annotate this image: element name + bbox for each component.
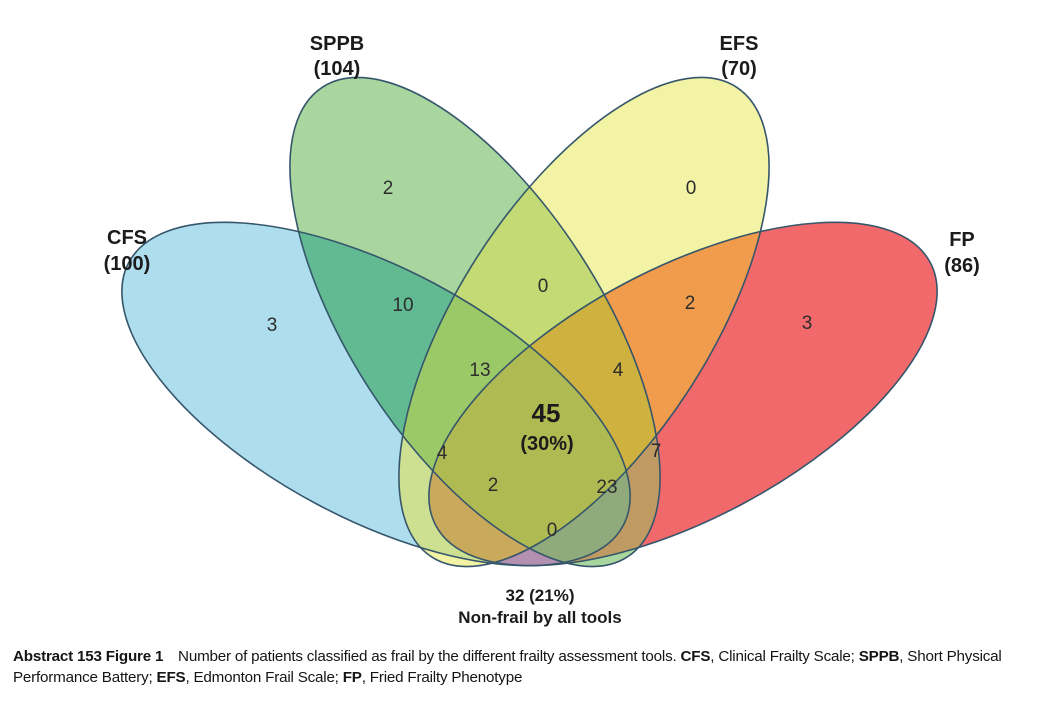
- non-frail-count: 32 (21%): [506, 586, 575, 605]
- count-efs-only: 0: [686, 178, 697, 199]
- set-label-fp: FP: [949, 229, 975, 251]
- count-cfs-fp: 0: [547, 520, 558, 541]
- count-cfs-sppb: 10: [392, 295, 413, 316]
- count-cfs-efs: 4: [437, 443, 448, 464]
- count-efs-fp: 2: [685, 293, 696, 314]
- count-all: 45: [532, 398, 561, 428]
- count-sppb-efs-fp: 4: [613, 360, 624, 381]
- count-sppb-only: 2: [383, 178, 394, 199]
- count-all-pct: (30%): [520, 433, 573, 455]
- count-cfs-efs-fp: 2: [488, 475, 499, 496]
- non-frail-label: Non-frail by all tools: [458, 608, 621, 627]
- set-count-fp: (86): [944, 255, 980, 277]
- count-cfs-sppb-efs: 13: [469, 360, 490, 381]
- set-label-cfs: CFS: [107, 227, 147, 249]
- set-count-sppb: (104): [314, 58, 361, 80]
- count-cfs-only: 3: [267, 315, 278, 336]
- venn-diagram: CFS (100) SPPB (104) EFS (70) FP (86) 3 …: [69, 18, 990, 636]
- set-count-cfs: (100): [104, 253, 151, 275]
- set-label-sppb: SPPB: [310, 33, 364, 55]
- count-sppb-fp: 7: [651, 441, 662, 462]
- count-cfs-sppb-fp: 23: [596, 477, 617, 498]
- figure-caption: Abstract 153 Figure 1 Number of patients…: [13, 648, 1002, 686]
- set-label-efs: EFS: [720, 33, 759, 55]
- count-sppb-efs: 0: [538, 276, 549, 297]
- count-fp-only: 3: [802, 313, 813, 334]
- set-count-efs: (70): [721, 58, 757, 80]
